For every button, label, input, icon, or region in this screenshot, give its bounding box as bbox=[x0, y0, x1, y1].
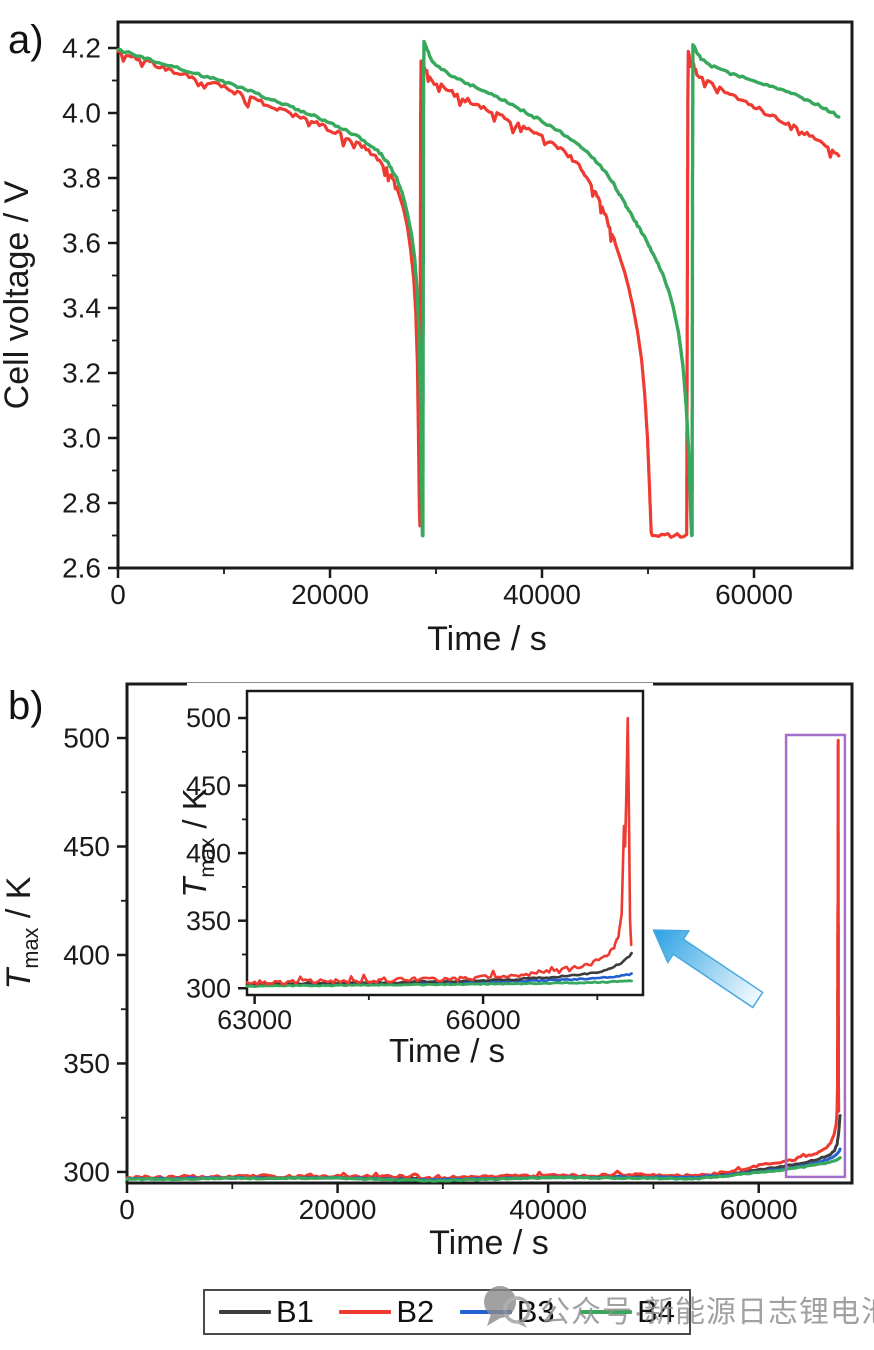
legend-item-b4: B4 bbox=[580, 1294, 675, 1330]
x-tick-label: 20000 bbox=[299, 1194, 377, 1225]
x-tick-label: 0 bbox=[110, 579, 126, 610]
x-tick-label: 0 bbox=[119, 1194, 135, 1225]
x-tick-label: 63000 bbox=[217, 1005, 292, 1035]
y-tick-label: 350 bbox=[63, 1048, 110, 1079]
y-tick-label: 300 bbox=[186, 973, 231, 1003]
b4-line-swatch bbox=[580, 1310, 633, 1314]
x-tick-label: 66000 bbox=[446, 1005, 521, 1035]
zoom-region-box bbox=[784, 733, 847, 1179]
y-axis-title: Tmax / K bbox=[176, 788, 219, 898]
y-tick-label: 2.6 bbox=[62, 553, 101, 584]
x-axis-title: Time / s bbox=[427, 620, 547, 658]
y-tick-label: 3.2 bbox=[62, 358, 101, 389]
x-tick-label: 60000 bbox=[720, 1194, 798, 1225]
legend-label-b1: B1 bbox=[276, 1294, 314, 1329]
x-tick-label: 60000 bbox=[715, 579, 793, 610]
series-B4-line bbox=[116, 39, 841, 538]
y-tick-label: 400 bbox=[63, 939, 110, 970]
legend-item-b3: B3 bbox=[459, 1294, 555, 1330]
y-tick-label: 500 bbox=[63, 723, 110, 754]
legend-item-b1: B1 bbox=[219, 1294, 314, 1330]
y-tick-label: 3.6 bbox=[62, 228, 101, 259]
y-tick-label: 450 bbox=[186, 771, 231, 801]
plot-frame bbox=[116, 20, 854, 570]
b1-line-swatch bbox=[219, 1310, 271, 1314]
axes-temperature: 0 20000 40000 60000 300 350 400 450 500 Time / s T… bbox=[0, 723, 798, 1262]
series-B2-line bbox=[125, 738, 841, 1182]
y-tick-label: 4.0 bbox=[62, 98, 101, 129]
y-tick-label: 400 bbox=[186, 838, 231, 868]
axes-voltage: 0 20000 40000 60000 2.6 2.8 3.0 3.2 3.4 3.6 3.8 4.0… bbox=[0, 33, 793, 658]
panel-a-label: a) bbox=[8, 18, 44, 62]
legend-item-b2: B2 bbox=[339, 1294, 434, 1330]
axes-temperature-inset: 63000 66000 300 350 400 450 500 Time / s Tmax / … bbox=[176, 703, 599, 1069]
y-tick-label: 3.4 bbox=[62, 293, 101, 324]
series-B2-line bbox=[116, 49, 841, 539]
legend-label-b4: B4 bbox=[637, 1294, 675, 1329]
y-tick-label: 350 bbox=[186, 906, 231, 936]
series-B4-line bbox=[125, 1156, 842, 1183]
legend-label-b3: B3 bbox=[516, 1294, 555, 1329]
y-tick-label: 500 bbox=[186, 703, 231, 733]
y-tick-label: 3.0 bbox=[62, 423, 101, 454]
x-tick-label: 40000 bbox=[503, 579, 581, 610]
y-tick-label: 300 bbox=[63, 1156, 110, 1187]
zoom-arrow bbox=[652, 929, 764, 1009]
chart-temperature-inset: 63000 66000 300 350 400 450 500 Time / s Tmax / … bbox=[176, 683, 653, 1077]
series-B2-line bbox=[245, 716, 633, 986]
plot-frame bbox=[245, 689, 645, 997]
x-axis-title: Time / s bbox=[429, 1224, 549, 1262]
legend: B1 B2 B3 B4 bbox=[203, 1289, 691, 1335]
series-B4-line bbox=[245, 979, 633, 988]
y-axis-title: Tmax / K bbox=[0, 876, 43, 989]
y-tick-label: 3.8 bbox=[62, 163, 101, 194]
y-tick-label: 450 bbox=[63, 831, 110, 862]
panel-b-label: b) bbox=[8, 684, 44, 728]
y-axis-title: Cell voltage / V bbox=[0, 180, 36, 409]
legend-label-b2: B2 bbox=[396, 1294, 435, 1329]
y-tick-label: 4.2 bbox=[62, 33, 101, 64]
y-tick-label: 2.8 bbox=[62, 488, 101, 519]
x-tick-label: 20000 bbox=[291, 579, 369, 610]
b2-line-swatch bbox=[339, 1310, 392, 1314]
x-axis-title: Time / s bbox=[389, 1032, 505, 1069]
x-tick-label: 40000 bbox=[509, 1194, 587, 1225]
b3-line-swatch bbox=[459, 1310, 512, 1314]
chart-voltage: 0 20000 40000 60000 2.6 2.8 3.0 3.2 3.4 3.6 3.8 4.0… bbox=[0, 20, 854, 658]
